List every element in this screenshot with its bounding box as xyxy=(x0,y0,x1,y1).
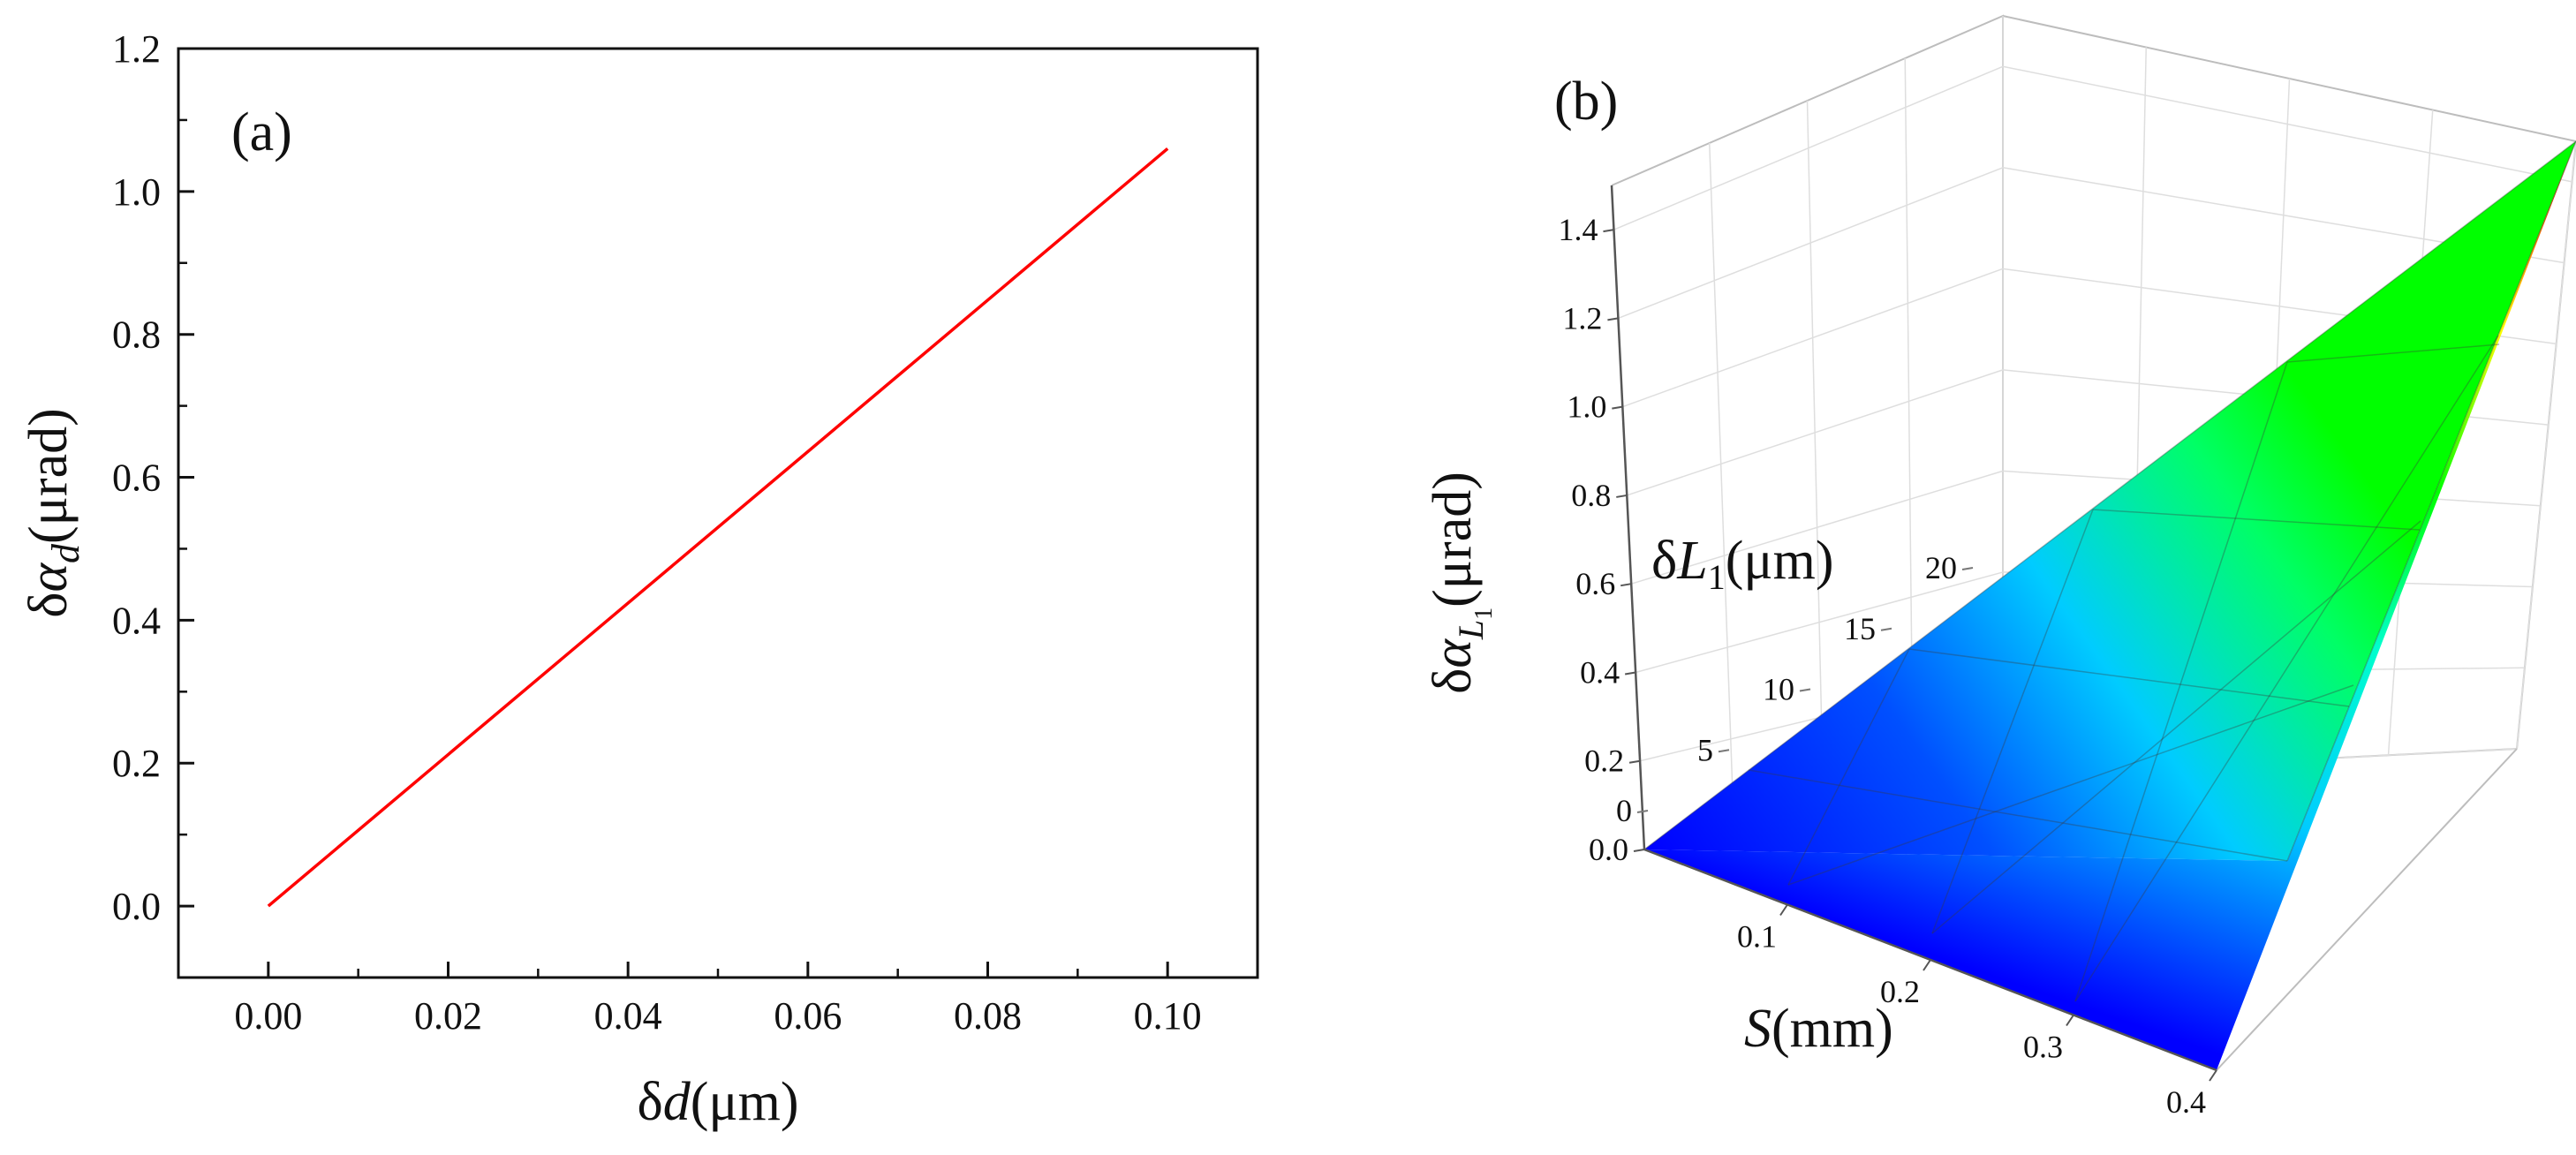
y-axis-ticks: 0.0 0.2 0.4 0.6 0.8 1.0 1.2 xyxy=(112,27,194,928)
z-tick-label: 1.0 xyxy=(1567,389,1606,425)
panel-label: (a) xyxy=(231,102,292,162)
z-tick-label: 0.0 xyxy=(1589,832,1628,867)
x-tick-label: 0.04 xyxy=(594,994,662,1038)
z-tick-label: 1.4 xyxy=(1558,212,1598,247)
z-tick-mark xyxy=(1607,317,1619,321)
z-tick-mark xyxy=(1616,494,1628,498)
y-tick-mark xyxy=(1799,688,1811,692)
z-tick-label: 0.2 xyxy=(1584,744,1624,779)
y-tick-label: 1.0 xyxy=(112,170,161,214)
y-tick-label: 5 xyxy=(1697,732,1713,767)
y-tick-label: 0.0 xyxy=(112,885,161,928)
surface-top-face xyxy=(1644,141,2576,861)
series-line xyxy=(267,147,1169,908)
x-tick-mark xyxy=(2066,1014,2074,1027)
z-axis-ticks: 0.0 0.2 0.4 0.6 0.8 1.0 1.2 1.4 xyxy=(1558,212,1645,867)
x-axis-label: δd(μm) xyxy=(638,1072,799,1132)
y-tick-label: 1.2 xyxy=(112,27,161,71)
x-axis-label: S(mm) xyxy=(1744,999,1893,1059)
gridline-left-wall-vertical xyxy=(1806,100,1824,812)
y-tick-label: 0.8 xyxy=(112,313,161,357)
z-tick-label: 0.4 xyxy=(1580,654,1620,690)
x-tick-label: 0.10 xyxy=(1134,994,1202,1038)
z-tick-label: 0.8 xyxy=(1571,478,1611,513)
y-tick-mark xyxy=(1636,810,1649,813)
y-tick-label: 20 xyxy=(1925,550,1957,585)
line-chart-panel-a: 0.00.20.40.60.81.01.2 0.00 0.02 0.04 0.06 0.… xyxy=(19,27,1259,1132)
y-axis-ticks: 0 5 10 15 20 xyxy=(1616,550,1974,828)
surface-chart-panel-b: 0.0 0.2 0.4 0.6 0.8 1.0 1.2 1.4 0 5 10 15 20 0.1 0.2… xyxy=(1423,14,2576,1120)
surface-mesh xyxy=(1643,140,2576,1071)
gridline-back-wall-vertical xyxy=(2516,140,2576,750)
x-tick-label: 0.00 xyxy=(234,994,302,1038)
y-tick-label: 0.6 xyxy=(112,457,161,500)
z-axis-label: δαL1(μrad) xyxy=(1423,472,1498,694)
y-tick-label: 0.2 xyxy=(112,742,161,785)
surface-front-face xyxy=(1644,141,2576,1070)
gridline-left-wall-vertical xyxy=(1709,142,1735,831)
x-tick-label: 0.08 xyxy=(954,994,1022,1038)
x-tick-label: 0.1 xyxy=(1737,919,1777,955)
x-tick-label: 0.4 xyxy=(2166,1084,2206,1120)
z-tick-mark xyxy=(1620,583,1632,587)
y-tick-label: 0.4 xyxy=(112,599,161,642)
z-tick-mark xyxy=(1633,849,1645,852)
z-tick-label: 1.2 xyxy=(1562,300,1602,336)
panel-label: (b) xyxy=(1554,72,1618,132)
y-tick-mark xyxy=(1880,627,1892,631)
z-tick-mark xyxy=(1603,229,1614,233)
y-tick-mark xyxy=(1718,749,1730,753)
z-tick-mark xyxy=(1612,405,1623,410)
x-axis-ticks: 0.00 0.02 0.04 0.06 0.08 0.10 xyxy=(234,962,1202,1038)
y-tick-mark xyxy=(1961,567,1974,570)
x-tick-label: 0.02 xyxy=(414,994,482,1038)
x-tick-label: 0.3 xyxy=(2023,1030,2063,1065)
series-layer xyxy=(267,147,1169,908)
z-tick-mark xyxy=(1628,759,1641,764)
y-tick-label: 0 xyxy=(1616,793,1632,828)
y-axis-label: δL1(μm) xyxy=(1651,531,1833,597)
x-tick-label: 0.2 xyxy=(1880,974,1920,1009)
plot-frame xyxy=(177,47,1259,979)
z-tick-label: 0.6 xyxy=(1575,566,1615,601)
x-tick-mark xyxy=(2209,1069,2217,1082)
y-tick-label: 10 xyxy=(1763,672,1794,707)
y-axis-label: δαd(μrad) xyxy=(19,408,87,617)
y-tick-label: 15 xyxy=(1844,611,1876,646)
surface xyxy=(1643,140,2576,1071)
x-tick-mark xyxy=(1779,903,1788,917)
x-tick-mark xyxy=(1923,959,1931,971)
x-tick-label: 0.06 xyxy=(774,994,842,1038)
x-axis-ticks: 0.1 0.2 0.3 0.4 xyxy=(1737,903,2217,1120)
z-tick-mark xyxy=(1624,671,1636,676)
